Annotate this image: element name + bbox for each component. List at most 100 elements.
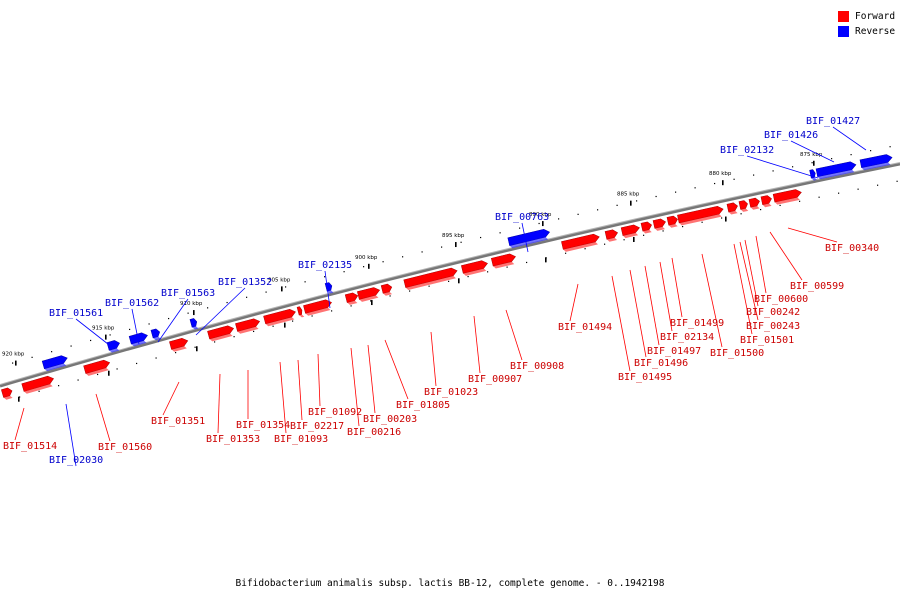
- tick-dot: [519, 227, 521, 229]
- leader-line: [384, 339, 409, 400]
- tick-dot: [233, 336, 235, 338]
- reverse-gene-label: BIF_02030: [49, 455, 103, 466]
- forward-gene-arrow: [21, 375, 54, 394]
- tick-dot: [168, 317, 170, 320]
- tick-dot: [311, 315, 313, 317]
- forward-gene-label: BIF_01501: [740, 335, 794, 346]
- tick-dot: [409, 290, 411, 292]
- tick-dot: [480, 236, 482, 239]
- forward-gene-arrow: [1, 387, 13, 400]
- forward-gene-label: BIF_01495: [618, 372, 672, 383]
- forward-gene-arrow: [640, 221, 652, 234]
- forward-gene-arrow: [748, 197, 760, 210]
- legend-label-forward: Forward: [855, 11, 896, 22]
- reverse-gene-arrow: [507, 229, 550, 249]
- leader-line: [769, 231, 803, 281]
- tick-dot: [253, 330, 255, 333]
- tick-major: [108, 370, 110, 376]
- tick-major: [15, 360, 17, 366]
- tick-dot: [733, 178, 735, 180]
- legend: Forward Reverse: [838, 9, 895, 39]
- tick-dot: [58, 385, 60, 387]
- reverse-gene-arrow: [189, 318, 199, 330]
- tick-marks: [12, 146, 898, 402]
- forward-gene-arrow: [403, 267, 458, 291]
- forward-gene-arrow: [380, 283, 393, 296]
- leader-line: [787, 227, 838, 243]
- forward-swatch: [838, 11, 849, 22]
- tick-dot: [129, 328, 131, 331]
- forward-gene-arrow: [677, 205, 724, 226]
- tick-dot: [850, 154, 852, 156]
- tick-major: [105, 334, 107, 340]
- leader-line: [733, 243, 753, 335]
- leader-line: [755, 235, 767, 294]
- leader-line: [297, 359, 303, 421]
- tick-dot: [31, 356, 33, 358]
- label-leaders: [14, 126, 867, 467]
- tick-dot: [77, 379, 79, 381]
- leader-line: [629, 269, 647, 358]
- forward-gene-label: BIF_01499: [670, 318, 724, 329]
- leader-line: [162, 381, 180, 416]
- reverse-gene-arrow: [809, 169, 817, 181]
- tick-dot: [616, 204, 618, 206]
- reverse-gene-label: BIF_01426: [764, 130, 818, 141]
- forward-gene-label: BIF_01805: [396, 400, 450, 411]
- forward-gene-label: BIF_01351: [151, 416, 205, 427]
- tick-dot: [506, 266, 508, 268]
- tick-dot: [896, 180, 898, 182]
- tick-major: [281, 286, 283, 292]
- tick-label: 920 kbp: [2, 352, 25, 358]
- tick-dot: [701, 221, 703, 223]
- tick-dot: [350, 305, 352, 307]
- leader-line: [473, 315, 481, 374]
- leader-line: [790, 140, 835, 163]
- forward-gene-label: BIF_00599: [790, 281, 844, 292]
- genome-backbone: [0, 162, 900, 388]
- reverse-swatch: [838, 26, 849, 37]
- forward-gene-label: BIF_01353: [206, 434, 260, 445]
- leader-line: [317, 353, 321, 407]
- forward-gene-label: BIF_01500: [710, 348, 764, 359]
- tick-dot: [831, 158, 833, 160]
- tick-dot: [792, 166, 794, 168]
- tick-dot: [889, 146, 891, 148]
- tick-dot: [753, 174, 755, 176]
- reverse-gene-arrow: [106, 340, 120, 353]
- genome-backbone-highlight: [0, 162, 900, 385]
- leader-line: [324, 270, 331, 309]
- tick-dot: [70, 345, 72, 347]
- reverse-gene-label: BIF_01561: [49, 308, 103, 319]
- tick-dot: [226, 301, 228, 304]
- tick-dot: [12, 362, 14, 364]
- tick-label: 890 kbp: [529, 212, 552, 218]
- tick-major: [18, 396, 20, 402]
- leader-line: [521, 222, 529, 253]
- forward-gene-arrow: [726, 202, 738, 215]
- tick-dot: [623, 239, 625, 241]
- leader-line: [739, 241, 759, 321]
- tick-major: [196, 346, 198, 352]
- tick-dot: [662, 230, 664, 232]
- forward-gene-arrow: [738, 200, 749, 212]
- forward-gene-label: BIF_01023: [424, 387, 478, 398]
- forward-gene-label: BIF_01560: [98, 442, 152, 453]
- leader-line: [671, 257, 683, 318]
- tick-dot: [194, 346, 196, 348]
- tick-dot: [694, 187, 696, 189]
- tick-dot: [136, 362, 138, 365]
- tick-dot: [331, 310, 333, 312]
- tick-dot: [584, 248, 586, 250]
- tick-dot: [38, 390, 40, 392]
- leader-line: [195, 287, 246, 336]
- tick-dot: [811, 162, 813, 164]
- reverse-gene-label: BIF_01563: [161, 288, 215, 299]
- leader-line: [505, 309, 523, 361]
- reverse-gene-arrow: [150, 328, 161, 341]
- tick-dot: [740, 213, 742, 215]
- tick-dot: [857, 188, 859, 190]
- forward-gene-arrow: [357, 287, 381, 302]
- map-caption: Bifidobacterium animalis subsp. lactis B…: [235, 578, 665, 589]
- forward-gene-arrow: [344, 292, 359, 305]
